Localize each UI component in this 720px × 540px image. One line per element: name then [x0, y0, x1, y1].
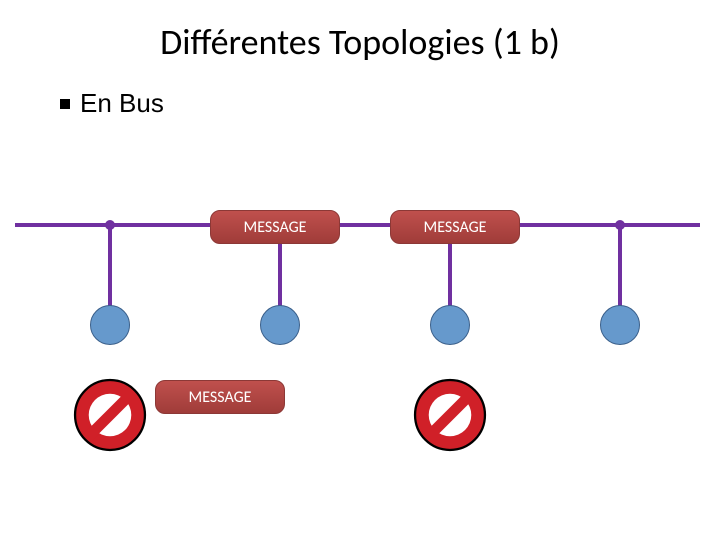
message-label: MESSAGE: [244, 218, 307, 237]
message-badge: MESSAGE: [155, 380, 285, 414]
network-node: [260, 305, 300, 345]
message-badge: MESSAGE: [210, 210, 340, 244]
bus-junction-dot: [105, 220, 115, 230]
network-node: [430, 305, 470, 345]
bus-backbone: [15, 223, 700, 227]
network-node: [90, 305, 130, 345]
network-node: [600, 305, 640, 345]
message-badge: MESSAGE: [390, 210, 520, 244]
message-label: MESSAGE: [424, 218, 487, 237]
prohibit-icon: [72, 377, 148, 453]
bus-junction-dot: [615, 220, 625, 230]
diagram-stage: MESSAGE MESSAGE MESSAGE: [0, 0, 720, 540]
message-label: MESSAGE: [189, 388, 252, 407]
prohibit-icon: [412, 377, 488, 453]
